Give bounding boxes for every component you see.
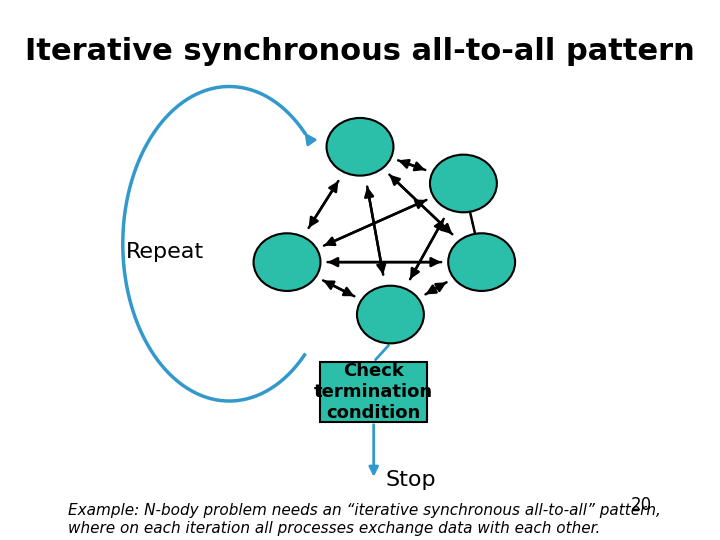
Text: Example: N-body problem needs an “iterative synchronous all-to-all” pattern,
whe: Example: N-body problem needs an “iterat…: [68, 503, 661, 536]
Circle shape: [253, 233, 320, 291]
Circle shape: [357, 286, 424, 343]
FancyBboxPatch shape: [320, 362, 427, 422]
Text: Repeat: Repeat: [126, 241, 204, 262]
Circle shape: [327, 118, 393, 176]
Text: Iterative synchronous all-to-all pattern: Iterative synchronous all-to-all pattern: [25, 37, 695, 66]
Circle shape: [430, 154, 497, 212]
Text: 20: 20: [631, 496, 652, 514]
Text: Stop: Stop: [386, 470, 436, 490]
Circle shape: [448, 233, 515, 291]
Text: Check
termination
condition: Check termination condition: [314, 362, 433, 422]
